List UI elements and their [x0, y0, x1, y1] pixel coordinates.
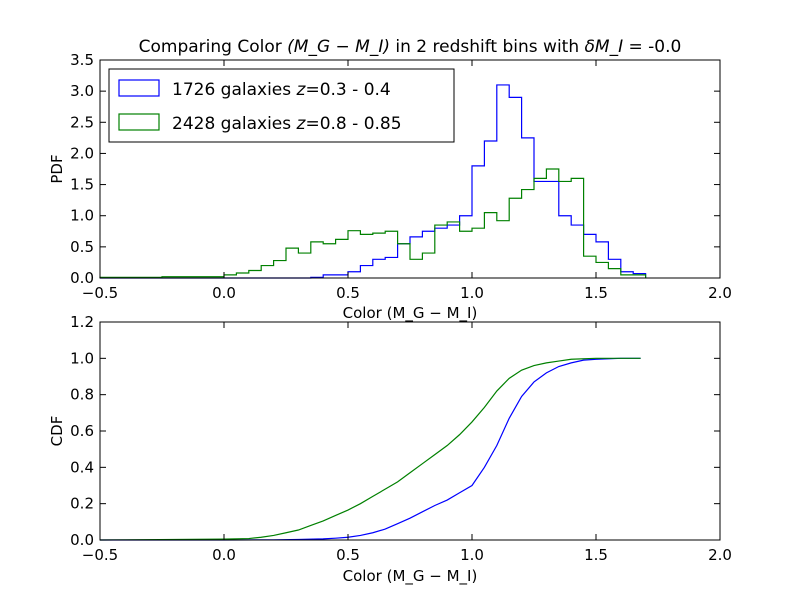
pdf-x-tick-label: 0.5: [336, 284, 360, 302]
cdf-x-tick-label: 1.5: [584, 546, 608, 564]
pdf-series-2-step-line: [99, 168, 647, 278]
cdf-plot-area: [99, 357, 641, 541]
cdf-series-2-line: [99, 357, 641, 541]
pdf-y-tick-label: 2.0: [70, 144, 94, 162]
cdf-y-tick-label: 0.2: [70, 495, 94, 513]
cdf-x-axis: −0.5 0.0 0.5 1.0 1.5 2.0: [82, 322, 732, 564]
pdf-y-axis: 0.0 0.5 1.0 1.5 2.0 2.5 3.0 3.5: [70, 51, 720, 287]
chart-title: Comparing Color (M_G − M_I) in 2 redshif…: [139, 37, 682, 57]
pdf-y-axis-label: PDF: [48, 154, 66, 183]
pdf-panel: Comparing Color (M_G − M_I) in 2 redshif…: [48, 37, 732, 323]
cdf-y-axis-label: CDF: [48, 416, 66, 447]
cdf-x-tick-label: 0.0: [212, 546, 236, 564]
pdf-y-tick-label: 3.5: [70, 51, 94, 69]
pdf-x-tick-label: 1.0: [460, 284, 484, 302]
legend-swatch-blue: [118, 79, 160, 97]
pdf-y-tick-label: 0.5: [70, 238, 94, 256]
cdf-x-tick-label: 2.0: [708, 546, 732, 564]
pdf-y-tick-label: 2.5: [70, 113, 94, 131]
pdf-x-tick-label: −0.5: [82, 284, 118, 302]
legend-box: [108, 68, 455, 143]
cdf-y-tick-label: 1.2: [70, 313, 94, 331]
cdf-x-tick-label: 1.0: [460, 546, 484, 564]
cdf-y-tick-label: 0.6: [70, 422, 94, 440]
cdf-y-tick-label: 1.0: [70, 349, 94, 367]
pdf-x-tick-label: 0.0: [212, 284, 236, 302]
cdf-x-tick-label: −0.5: [82, 546, 118, 564]
legend-swatch-green: [118, 113, 160, 131]
pdf-y-tick-label: 1.0: [70, 207, 94, 225]
pdf-x-tick-label: 1.5: [584, 284, 608, 302]
cdf-x-tick-label: 0.5: [336, 546, 360, 564]
legend-label-series-2: 2428 galaxies z=0.8 - 0.85: [172, 114, 402, 134]
pdf-y-tick-label: 1.5: [70, 176, 94, 194]
pdf-y-tick-label: 0.0: [70, 269, 94, 287]
legend: 1726 galaxies z=0.3 - 0.4 2428 galaxies …: [108, 68, 455, 143]
pdf-x-axis: −0.5 0.0 0.5 1.0 1.5 2.0: [82, 60, 732, 302]
cdf-panel: −0.5 0.0 0.5 1.0 1.5 2.0 0.00.20.40.60.81.01.…: [48, 313, 732, 586]
cdf-axes-frame: [99, 321, 721, 541]
cdf-y-tick-label: 0.8: [70, 386, 94, 404]
cdf-x-axis-label: Color (M_G − M_I): [343, 567, 478, 586]
cdf-y-tick-label: 0.4: [70, 458, 94, 476]
cdf-y-tick-label: 0.0: [70, 531, 94, 549]
pdf-y-tick-label: 3.0: [70, 82, 94, 100]
pdf-x-axis-label: Color (M_G − M_I): [343, 304, 478, 323]
pdf-x-tick-label: 2.0: [708, 284, 732, 302]
cdf-y-axis: 0.0 0.2 0.4 0.6 0.8 1.0 1.2: [70, 313, 720, 549]
pdf-axes-frame: [99, 59, 721, 279]
cdf-series-1-line: [100, 357, 641, 541]
legend-label-series-1: 1726 galaxies z=0.3 - 0.4: [172, 80, 391, 100]
